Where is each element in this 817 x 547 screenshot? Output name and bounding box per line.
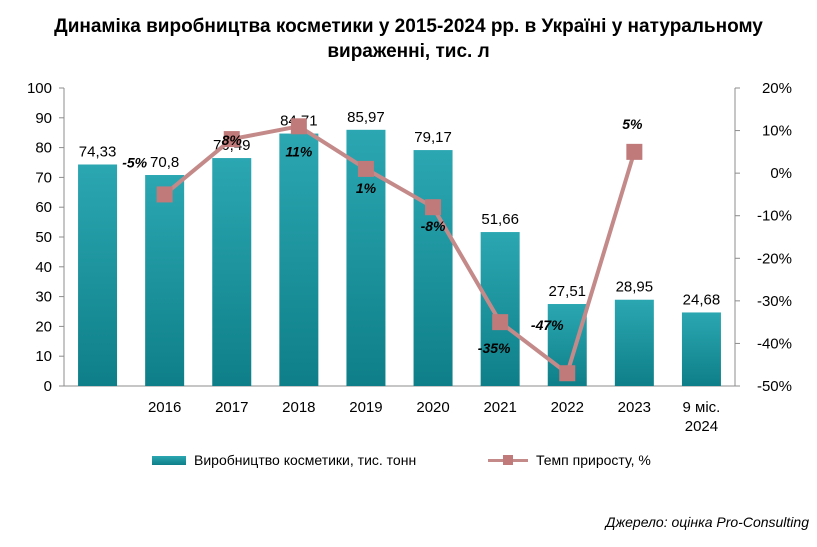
- bar-production: [614, 299, 654, 386]
- bar-production: [279, 133, 319, 386]
- growth-rate-label: 8%: [222, 132, 243, 148]
- bar-production: [681, 312, 721, 386]
- growth-rate-marker: [290, 118, 307, 135]
- left-axis-tick-label: 40: [35, 259, 52, 276]
- legend-line-swatch: [488, 455, 528, 465]
- x-axis-category-label: 2022: [551, 399, 584, 416]
- legend-item-growth: Темп приросту, %: [488, 452, 651, 468]
- left-axis-tick-label: 100: [27, 80, 52, 97]
- chart-title-line-1: Динаміка виробництва косметики у 2015-20…: [54, 16, 763, 37]
- growth-rate-label: -47%: [531, 317, 564, 333]
- bar-value-label: 85,97: [347, 109, 385, 126]
- x-axis-category-label: 2023: [618, 399, 651, 416]
- legend-bar-swatch: [152, 455, 186, 465]
- bar-value-label: 28,95: [616, 279, 654, 296]
- chart-title-line-2: вираженні, тис. л: [327, 41, 490, 62]
- growth-rate-label: -35%: [478, 340, 511, 356]
- growth-rate-marker: [156, 186, 173, 203]
- growth-rate-label: -5%: [122, 154, 147, 170]
- bar-production: [145, 175, 185, 386]
- left-axis-tick-label: 90: [35, 110, 52, 127]
- legend-item-production: Виробництво косметики, тис. тонн: [152, 452, 416, 468]
- legend-label-growth: Темп приросту, %: [536, 452, 651, 468]
- left-axis-tick-label: 30: [35, 289, 52, 306]
- x-axis-category-label: 2018: [282, 399, 315, 416]
- growth-rate-marker: [425, 199, 442, 216]
- growth-rate-marker: [357, 160, 374, 177]
- x-axis-category-label: 2019: [349, 399, 382, 416]
- bar-value-label: 79,17: [414, 129, 452, 146]
- right-axis-tick-label: -30%: [757, 293, 792, 310]
- source-note: Джерело: оцінка Pro-Consulting: [605, 514, 809, 530]
- left-axis-tick-label: 70: [35, 169, 52, 186]
- right-axis-tick-label: 0%: [770, 165, 792, 182]
- right-axis-tick-label: 10%: [762, 123, 792, 140]
- left-axis-tick-label: 60: [35, 199, 52, 216]
- bar-value-label: 27,51: [548, 283, 586, 300]
- right-axis-tick-label: -10%: [757, 208, 792, 225]
- growth-rate-marker: [559, 365, 576, 382]
- left-axis-tick-label: 0: [44, 378, 52, 395]
- x-axis-category-label: 2017: [215, 399, 248, 416]
- growth-rate-marker: [492, 314, 509, 331]
- bar-production: [413, 150, 453, 386]
- bar-value-label: 51,66: [481, 211, 519, 228]
- growth-rate-label: 11%: [285, 143, 313, 159]
- growth-rate-marker: [223, 131, 240, 148]
- right-axis-tick-label: -20%: [757, 250, 792, 267]
- left-axis-tick-label: 20: [35, 318, 52, 335]
- left-axis-tick-label: 10: [35, 348, 52, 365]
- left-axis-tick-label: 50: [35, 229, 52, 246]
- x-axis-category-label: 2016: [148, 399, 181, 416]
- left-axis-tick-label: 80: [35, 140, 52, 157]
- bar-value-label: 74,33: [79, 143, 117, 160]
- bar-value-label: 24,68: [683, 291, 721, 308]
- bar-production: [78, 164, 118, 386]
- right-axis-tick-label: 20%: [762, 80, 792, 97]
- bar-production: [212, 158, 252, 386]
- growth-rate-label: 5%: [622, 116, 643, 132]
- right-axis-tick-label: -50%: [757, 378, 792, 395]
- chart-title: Динаміка виробництва косметики у 2015-20…: [0, 14, 817, 64]
- growth-rate-line: [163, 124, 637, 376]
- growth-rate-label: 1%: [356, 180, 377, 196]
- x-axis-category-label: 9 міс. 2024: [683, 399, 721, 435]
- legend-label-production: Виробництво косметики, тис. тонн: [194, 452, 417, 468]
- bar-value-label: 70,8: [150, 154, 179, 171]
- growth-rate-marker: [626, 143, 643, 160]
- x-axis-category-label: 2021: [483, 399, 516, 416]
- x-axis-category-label: 2020: [416, 399, 449, 416]
- bar-production: [480, 232, 520, 386]
- growth-rate-label: -8%: [421, 218, 446, 234]
- right-axis-tick-label: -40%: [757, 335, 792, 352]
